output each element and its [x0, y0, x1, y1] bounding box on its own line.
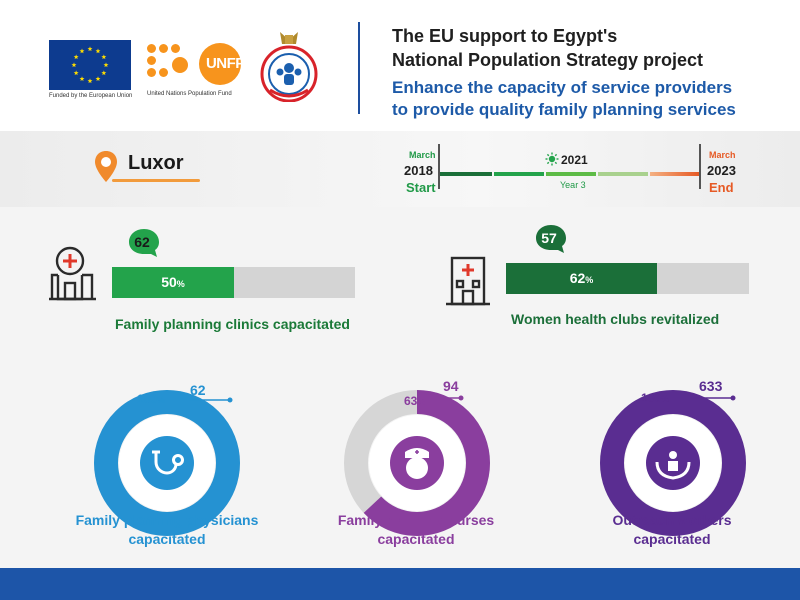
donut-leader-dot [227, 397, 233, 403]
un-globe-icon [170, 55, 190, 75]
outreach-workers-percent: 100% [641, 391, 670, 405]
eu-star-icon [95, 48, 101, 54]
health-clubs-count: 57 [541, 230, 557, 246]
page-subtitle-line-1: Enhance the capacity of service provider… [392, 78, 733, 97]
clinics-progress-track: 50% [112, 267, 355, 298]
header-divider [358, 22, 360, 114]
page-title-line-1: The EU support to Egypt's [392, 26, 618, 46]
health-clubs-percent: 62% [569, 270, 594, 286]
eu-star-icon [73, 70, 79, 76]
donut-arc [600, 390, 746, 536]
outreach-workers-caption: Outreach workers capacitated [562, 511, 782, 549]
eu-star-icon [101, 70, 107, 76]
nurse-icon [405, 448, 429, 479]
timeline-segment-year-2 [494, 172, 544, 176]
health-clubs-progress-track: 62% [506, 263, 749, 294]
hands-heart-icon [655, 451, 691, 480]
clinics-percent: 50% [161, 274, 185, 290]
unfpa-caption: United Nations Population Fund [147, 91, 232, 97]
eu-star-icon [79, 76, 85, 81]
physicians-caption-line-1: Family planning physicians [75, 512, 259, 528]
timeline-current-label: Year 3 [560, 180, 586, 190]
physicians-donut [92, 388, 242, 538]
donut-leader-dot [730, 395, 736, 401]
clinics-count: 62 [134, 234, 150, 250]
donut-leader-dot [458, 395, 464, 401]
donut-arc [94, 390, 240, 536]
physicians-count: 62 [190, 382, 206, 398]
location-underline [112, 179, 200, 182]
outreach-workers-caption-line-1: Outreach workers [612, 512, 732, 528]
outreach-workers-caption-line-2: capacitated [633, 531, 711, 547]
timeline-start-label: Start [406, 180, 436, 195]
nurses-caption: Family planning nurses capacitated [306, 511, 526, 549]
unfpa-logo-circle [199, 43, 241, 85]
eu-star-icon [71, 62, 77, 68]
donut-chart-svg [94, 390, 240, 536]
timeline-segment-year-1 [440, 172, 492, 176]
eu-star-icon [103, 62, 109, 68]
footer-band [0, 568, 800, 600]
ministry-of-health-seal-logo [260, 32, 318, 102]
count-bubble-health-clubs [536, 225, 566, 253]
location-pin-icon [95, 151, 117, 182]
eu-star-icon [73, 54, 79, 60]
health-club-building-icon [446, 256, 490, 306]
header-panel [0, 0, 800, 131]
unfpa-logo-text: UNFPA [205, 55, 255, 72]
donut-chart-svg [344, 390, 490, 536]
nurses-caption-line-2: capacitated [377, 531, 455, 547]
unfpa-dot [159, 68, 168, 77]
timeline-end-marker [699, 144, 701, 189]
hospital-icon [49, 246, 96, 301]
eu-star-icon [79, 48, 85, 54]
timeline-current-year: 2021 [561, 153, 588, 167]
stethoscope-icon [152, 450, 184, 475]
health-clubs-caption: Women health clubs revitalized [511, 311, 720, 327]
timeline-end-month: March [709, 150, 736, 160]
unfpa-dot [171, 44, 180, 53]
eu-funding-caption: Funded by the European Union [49, 93, 133, 99]
timeline-segment-year-4 [598, 172, 648, 176]
eu-star-icon [87, 46, 93, 52]
clinics-caption: Family planning clinics capacitated [115, 316, 350, 332]
count-bubble-clinics [129, 229, 159, 257]
physicians-caption: Family planning physicians capacitated [57, 511, 277, 549]
eu-star-icon [87, 78, 93, 84]
eu-star-icon [95, 76, 101, 81]
timeline-start-marker [438, 144, 440, 189]
location-timeline-band [0, 131, 800, 207]
unfpa-dot [147, 56, 156, 65]
physicians-caption-line-2: capacitated [128, 531, 206, 547]
outreach-workers-donut [598, 388, 748, 538]
location-name: Luxor [128, 152, 184, 174]
unfpa-dot [147, 68, 156, 77]
donut-center [140, 436, 194, 490]
sun-progress-icon [545, 152, 559, 166]
nurses-caption-line-1: Family planning nurses [337, 512, 495, 528]
donut-arc [344, 390, 490, 536]
unfpa-dot [147, 44, 156, 53]
timeline-segment-year-5 [650, 172, 699, 176]
page-title-line-2: National Population Strategy project [392, 50, 704, 70]
physicians-percent: 100% [137, 392, 166, 406]
health-clubs-progress-fill [506, 263, 657, 294]
timeline-start-month: March [409, 150, 436, 160]
timeline-end-label: End [709, 180, 734, 195]
page-subtitle-line-2: to provide quality family planning servi… [392, 100, 736, 119]
unfpa-dots-logo [147, 44, 195, 84]
unfpa-dot [159, 44, 168, 53]
outreach-workers-count: 633 [699, 378, 723, 394]
nurses-donut [342, 388, 492, 538]
timeline-start-year: 2018 [404, 163, 433, 178]
eu-star-icon [101, 54, 107, 60]
timeline-segment-year-3 [546, 172, 596, 176]
nurses-count: 94 [443, 378, 459, 394]
eu-flag-logo [49, 40, 131, 90]
nurses-percent: 63% [404, 394, 426, 408]
clinics-progress-fill [112, 267, 234, 298]
donut-chart-svg [600, 390, 746, 536]
timeline-end-year: 2023 [707, 163, 736, 178]
